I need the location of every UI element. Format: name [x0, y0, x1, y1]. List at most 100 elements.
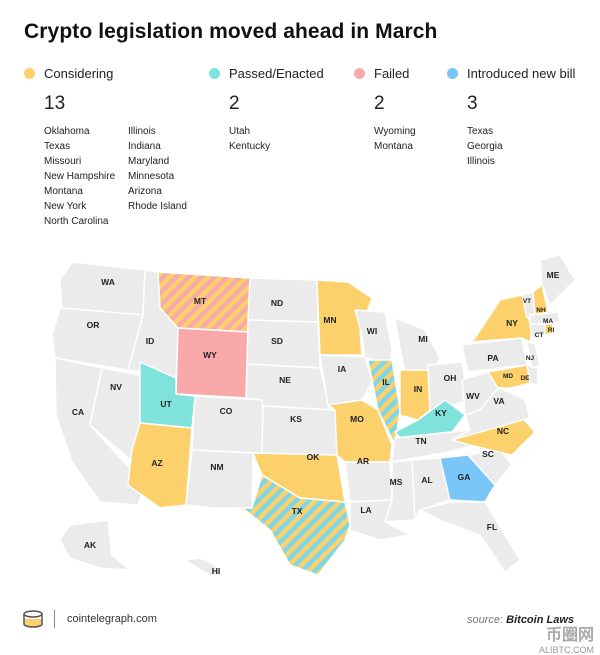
count-introduced: 3 [467, 93, 478, 114]
state-nh [532, 284, 549, 316]
state-item: Oklahoma [44, 126, 90, 137]
states-introduced: Texas Georgia Illinois [467, 124, 575, 169]
map-label-ky: KY [435, 408, 447, 418]
state-ia [319, 354, 373, 406]
map-label-mo: MO [350, 414, 364, 424]
state-wa [59, 261, 146, 316]
map-label-sc: SC [482, 449, 494, 459]
state-item: Missouri [44, 156, 82, 167]
states-considering: Oklahoma Texas Missouri New Hampshire Mo… [44, 124, 208, 229]
state-ma [529, 311, 561, 325]
map-label-wa: WA [101, 277, 115, 287]
state-nm [185, 449, 254, 509]
map-label-ut: UT [160, 399, 172, 409]
source-prefix: source: [467, 614, 504, 626]
count-passed: 2 [229, 93, 240, 114]
map-label-la: LA [360, 505, 371, 515]
state-item: Arizona [128, 186, 162, 197]
state-item: North Carolina [44, 216, 109, 227]
map-label-nj: NJ [526, 355, 535, 362]
state-sd [246, 319, 321, 369]
map-label-va: VA [493, 396, 504, 406]
state-ny [469, 294, 533, 343]
map-label-me: ME [547, 270, 560, 280]
source-credit: source: Bitcoin Laws [467, 614, 574, 626]
legend-introduced: Introduced new bill 3 Texas Georgia Illi… [447, 66, 575, 169]
map-label-nc: NC [497, 426, 509, 436]
states-failed: Wyoming Montana [374, 124, 416, 154]
footer-separator [54, 610, 55, 628]
map-label-ar: AR [357, 456, 369, 466]
state-item: Utah [229, 126, 251, 137]
cointelegraph-logo-icon [23, 610, 43, 628]
map-label-ks: KS [290, 414, 302, 424]
map-label-id: ID [146, 336, 155, 346]
map-label-pa: PA [487, 353, 498, 363]
passed-dot-icon [209, 68, 220, 79]
states-passed: Utah Kentucky [229, 124, 324, 154]
state-ri [544, 323, 554, 336]
legend-label-failed: Failed [374, 66, 410, 81]
map-label-hi: HI [212, 566, 221, 576]
map-label-ak: AK [84, 540, 97, 550]
state-item: Indiana [128, 141, 161, 152]
state-item: Illinois [128, 126, 156, 137]
legend-label-considering: Considering [44, 66, 114, 81]
considering-dot-icon [24, 68, 35, 79]
state-item: Minnesota [128, 171, 175, 182]
chart-title: Crypto legislation moved ahead in March [24, 20, 438, 43]
map-label-ga: GA [458, 472, 471, 482]
state-item: Texas [467, 126, 494, 137]
map-label-ne: NE [279, 375, 291, 385]
map-label-fl: FL [487, 522, 497, 532]
state-ak [59, 519, 131, 571]
legend-failed: Failed 2 Wyoming Montana [354, 66, 416, 154]
footer: cointelegraph.com [22, 609, 157, 629]
legend-passed: Passed/Enacted 2 Utah Kentucky [209, 66, 324, 154]
state-wy [175, 327, 249, 399]
state-item: Wyoming [374, 126, 416, 137]
map-label-de: DE [520, 375, 530, 382]
map-label-wi: WI [367, 326, 377, 336]
state-item: Illinois [467, 156, 495, 167]
map-label-sd: SD [271, 336, 283, 346]
map-label-nm: NM [210, 462, 223, 472]
map-label-in: IN [414, 384, 423, 394]
footer-site: cointelegraph.com [67, 613, 157, 625]
map-label-vt: VT [523, 298, 531, 305]
map-label-tn: TN [415, 436, 426, 446]
state-sc [467, 449, 513, 486]
map-label-co: CO [220, 406, 233, 416]
map-label-ia: IA [338, 364, 347, 374]
source-name: Bitcoin Laws [506, 614, 574, 626]
state-wv [461, 371, 499, 416]
state-al [411, 457, 451, 521]
state-item: New York [44, 201, 87, 212]
watermark-small: ALIBTC.COM [538, 645, 594, 655]
legend-label-passed: Passed/Enacted [229, 66, 324, 81]
map-label-mi: MI [418, 334, 427, 344]
state-item: New Hampshire [44, 171, 116, 182]
state-hi [184, 557, 223, 577]
state-item: Montana [44, 186, 83, 197]
introduced-dot-icon [447, 68, 458, 79]
map-label-az: AZ [151, 458, 162, 468]
map-label-ms: MS [390, 477, 403, 487]
state-nj [526, 341, 541, 369]
failed-dot-icon [354, 68, 365, 79]
map-label-mt: MT [194, 296, 207, 306]
state-md [487, 364, 531, 389]
map-label-ok: OK [307, 452, 321, 462]
map-label-nd: ND [271, 298, 283, 308]
state-fl [419, 501, 521, 573]
map-label-or: OR [87, 320, 100, 330]
map-label-ct: CT [535, 332, 544, 339]
map-label-md: MD [503, 373, 513, 380]
map-label-oh: OH [444, 373, 457, 383]
watermark: 币圈网 ALIBTC.COM [474, 621, 594, 655]
state-az [127, 422, 193, 509]
state-item: Texas [44, 141, 71, 152]
watermark-big: 币圈网 [545, 627, 594, 644]
state-me [539, 254, 576, 306]
state-ms [384, 459, 416, 523]
